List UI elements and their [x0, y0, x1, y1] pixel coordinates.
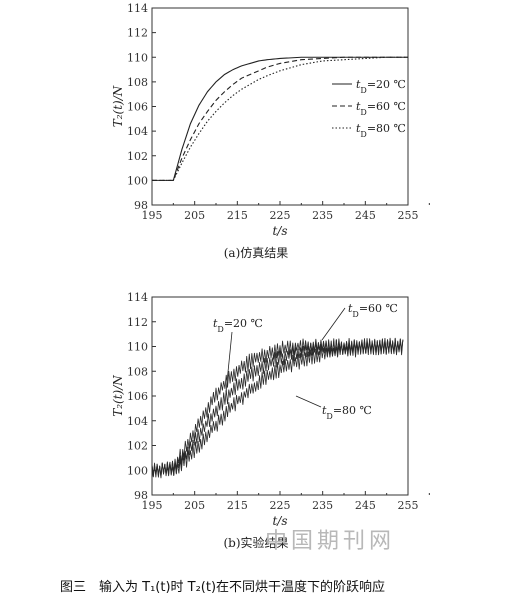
annotation-leader-3	[295, 395, 322, 408]
series-annotation-3: tD=80 ℃	[322, 404, 372, 421]
x-axis-label: t/s	[272, 514, 287, 528]
y-tick-label: 114	[127, 291, 148, 304]
series-annotation-2: tD=60 ℃	[348, 302, 398, 319]
x-tick-label: 195	[142, 499, 163, 512]
legend-label-2: tD=60 ℃	[356, 100, 406, 117]
y-tick-label: 106	[127, 101, 148, 114]
legend-label-1: tD=20 ℃	[356, 78, 406, 95]
series-annotation-1: tD=20 ℃	[213, 317, 263, 334]
chart-experiment: 195 205 215 225 235 245 255 98 100 102 104 106 108 11…	[111, 291, 430, 550]
plot-frame	[151, 296, 409, 496]
y-axis-label: T₂(t)/N	[111, 375, 125, 417]
chart-simulation: 195 205 215 225 235 245 255 98 100 102 104 106 108 11…	[111, 2, 430, 260]
x-tick-label: 205	[184, 499, 205, 512]
x-tick-label: 215	[227, 209, 248, 222]
x-tick-label: 255	[398, 209, 419, 222]
y-tick-label: 100	[127, 174, 148, 187]
x-tick-label: 235	[312, 209, 333, 222]
y-tick-label: 112	[127, 316, 148, 329]
y-tick-label: 112	[127, 27, 148, 40]
y-tick-label: 100	[127, 464, 148, 477]
y-tick-label: 108	[127, 365, 148, 378]
y-tick-label: 104	[127, 125, 148, 138]
y-tick-label: 102	[127, 150, 148, 163]
x-tick-label: 245	[355, 209, 376, 222]
y-tick-label: 98	[134, 199, 148, 212]
x-tick-label: 225	[270, 499, 291, 512]
x-tick-label: 195	[142, 209, 163, 222]
y-tick-label: 98	[134, 489, 148, 502]
series-line-2	[152, 56, 408, 181]
y-tick-label: 110	[127, 51, 148, 64]
x-tick-label: 205	[184, 209, 205, 222]
y-tick-label: 110	[127, 341, 148, 354]
legend-label-3: tD=80 ℃	[356, 122, 406, 139]
subplot-caption: (b)实验结果	[223, 535, 288, 550]
x-tick-label: 235	[312, 499, 333, 512]
figure-caption: 图三 输入为 T₁(t)时 T₂(t)在不同烘干温度下的阶跃响应	[60, 579, 385, 595]
series-line-1	[152, 56, 408, 181]
y-axis-label: T₂(t)/N	[111, 85, 125, 127]
y-tick-label: 102	[127, 440, 148, 453]
series-line-3	[152, 56, 408, 181]
annotation-leader-1	[225, 331, 233, 393]
x-tick-label: 255	[398, 499, 419, 512]
subplot-caption: (a)仿真结果	[224, 246, 289, 260]
y-tick-label: 114	[127, 2, 148, 15]
y-tick-label: 108	[127, 76, 148, 89]
watermark: 中国期刊网	[265, 529, 395, 554]
y-tick-label: 106	[127, 390, 148, 403]
annotation-leader-2	[321, 307, 346, 341]
x-tick-label: 225	[270, 209, 291, 222]
x-axis-label: t/s	[272, 224, 287, 238]
series-line-3	[151, 337, 404, 478]
x-tick-label: 245	[355, 499, 376, 512]
x-tick-label: 215	[227, 499, 248, 512]
y-tick-label: 104	[127, 415, 148, 428]
